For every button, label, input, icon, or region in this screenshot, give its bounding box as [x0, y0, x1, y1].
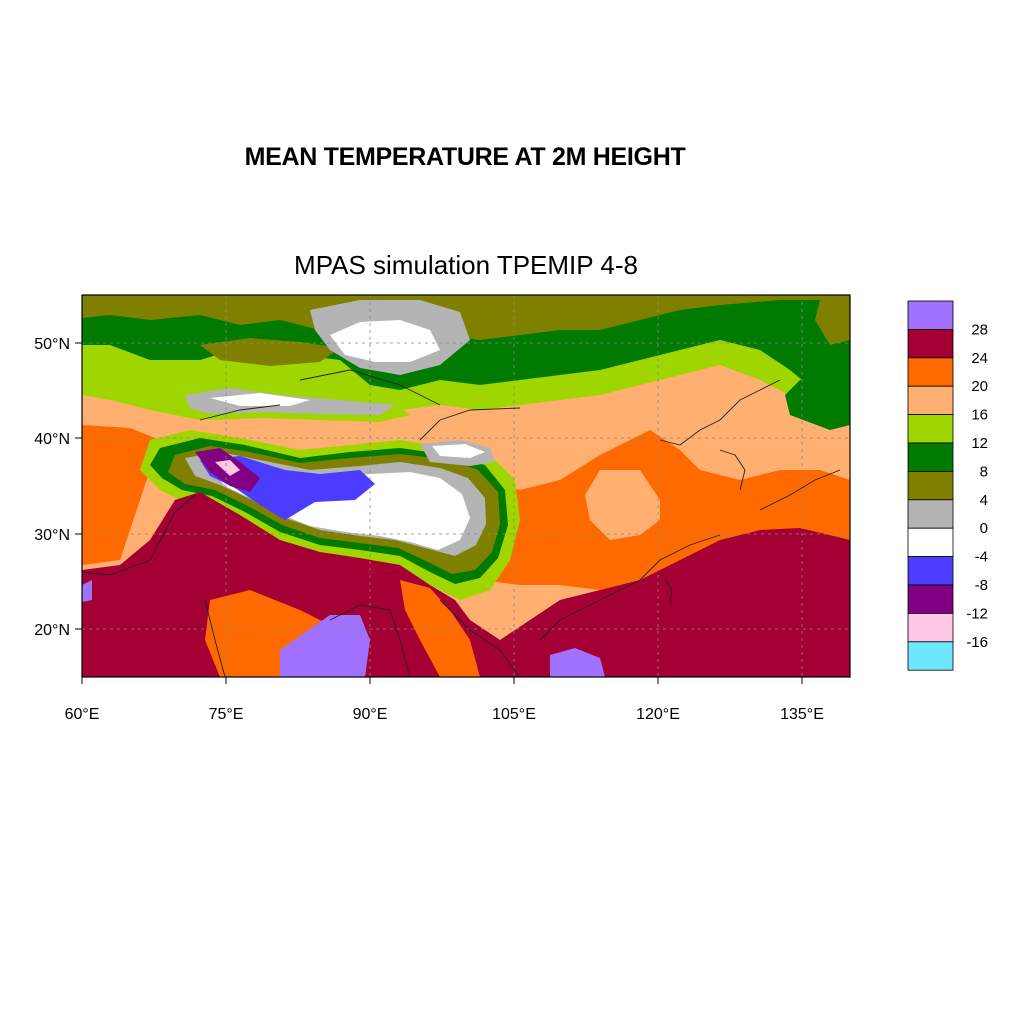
field-20-24-burma — [400, 580, 480, 677]
colorbar-label: 0 — [980, 520, 988, 537]
colorbar-box — [907, 328, 954, 359]
colorbar-box — [907, 442, 954, 472]
colorbar: 28 24 20 16 12 8 4 0 -4 -8 -12 -16 — [907, 300, 988, 671]
colorbar-box — [907, 499, 954, 529]
colorbar-box — [907, 641, 954, 671]
y-axis: 20°N 30°N 40°N 50°N — [34, 336, 82, 639]
colorbar-label: 16 — [971, 407, 988, 424]
y-tick-label: 50°N — [34, 336, 70, 353]
field-4-8-north — [82, 295, 850, 340]
field-4-8-mongolia — [200, 338, 340, 366]
x-tick-label: 75°E — [209, 706, 244, 723]
colorbar-box — [907, 385, 954, 416]
colorbar-box — [907, 527, 954, 558]
colorbar-box — [907, 470, 954, 501]
colorbar-label: -4 — [975, 549, 988, 566]
colorbar-box — [907, 613, 954, 643]
field-gt28-bengal — [280, 615, 370, 677]
temperature-field — [82, 295, 850, 677]
colorbar-box — [907, 414, 954, 444]
field-m4-0-qilian — [432, 444, 485, 458]
field-m16-m12-tibet — [215, 460, 240, 476]
field-20-24-west — [82, 425, 160, 565]
coastlines — [82, 369, 841, 677]
colorbar-label: 24 — [971, 350, 988, 367]
x-axis: 60°E 75°E 90°E 105°E 120°E 135°E — [65, 677, 824, 723]
colorbar-label: -12 — [966, 605, 988, 622]
field-m4-0-altai — [330, 320, 440, 362]
y-tick-label: 20°N — [34, 622, 70, 639]
x-tick-label: 120°E — [636, 706, 680, 723]
field-8-12-ne — [785, 360, 850, 430]
colorbar-label: 28 — [971, 321, 988, 338]
colorbar-label: 8 — [980, 463, 988, 480]
colorbar-box — [907, 357, 954, 387]
gridlines — [82, 295, 850, 677]
colorbar-label: -8 — [975, 577, 988, 594]
colorbar-label: -16 — [966, 634, 988, 651]
colorbar-box — [907, 584, 954, 614]
field-16-20-china — [585, 470, 660, 540]
x-tick-label: 60°E — [65, 706, 100, 723]
colorbar-label: 12 — [971, 435, 988, 452]
field-m4-0-tienshan — [210, 393, 310, 406]
colorbar-label: 4 — [980, 492, 988, 509]
x-tick-label: 135°E — [780, 706, 824, 723]
colorbar-box — [907, 300, 954, 330]
subtitle: MPAS simulation TPEMIP 4-8 — [294, 250, 638, 280]
colorbar-label: 20 — [971, 378, 988, 395]
plot-frame — [81, 294, 851, 678]
colorbar-box — [907, 556, 954, 586]
y-tick-label: 40°N — [34, 431, 70, 448]
field-4-8-manchuria — [815, 300, 850, 345]
field-gt28-scs — [550, 648, 605, 677]
field-gt28-arabian — [82, 580, 92, 602]
x-tick-label: 90°E — [353, 706, 388, 723]
x-tick-label: 105°E — [492, 706, 536, 723]
main-title: MEAN TEMPERATURE AT 2M HEIGHT — [244, 143, 686, 171]
y-tick-label: 30°N — [34, 527, 70, 544]
